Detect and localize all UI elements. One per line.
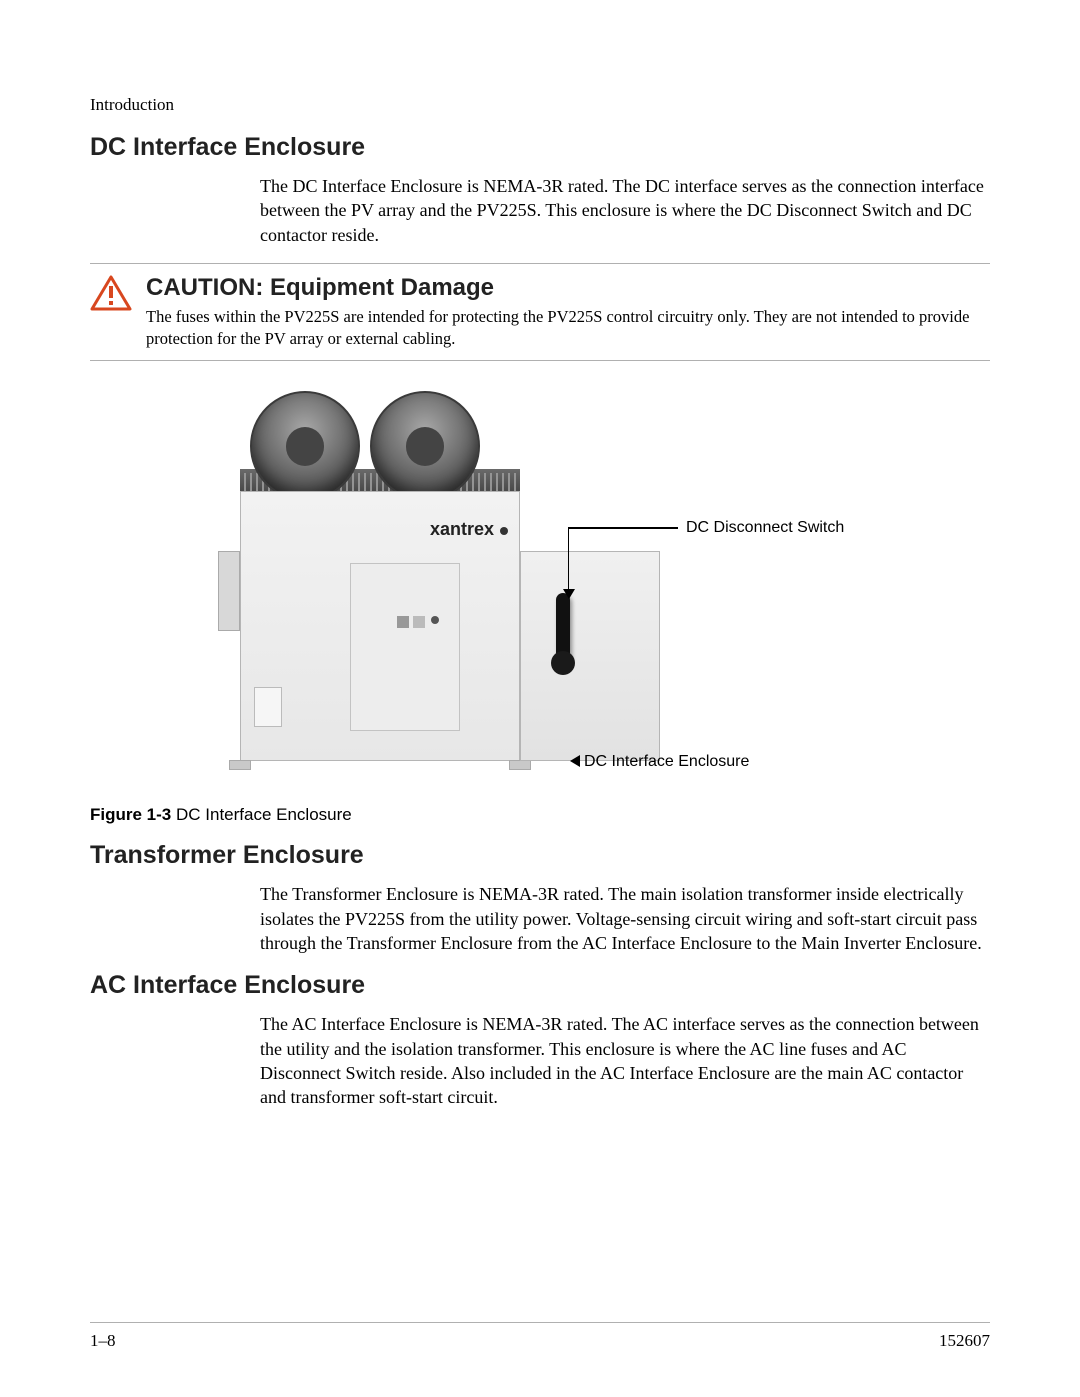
- page-footer: 1–8 152607: [90, 1331, 990, 1351]
- callout-dc-enclosure: DC Interface Enclosure: [584, 753, 749, 771]
- doc-number: 152607: [939, 1331, 990, 1351]
- mount-bracket: [218, 551, 240, 631]
- caution-rule-top: [90, 263, 990, 264]
- brand-dot-icon: [500, 527, 508, 535]
- panel-control-3: [431, 616, 439, 624]
- brand-text: xantrex: [430, 519, 494, 539]
- foot-left: [229, 760, 251, 770]
- fan-right-icon: [370, 391, 480, 501]
- disconnect-handle-icon: [556, 593, 570, 663]
- para-ac-interface: The AC Interface Enclosure is NEMA-3R ra…: [260, 1012, 990, 1109]
- figure-caption: Figure 1-3 DC Interface Enclosure: [90, 805, 990, 825]
- panel-control-2: [413, 616, 425, 628]
- caution-icon: [90, 274, 132, 351]
- figure-caption-text: DC Interface Enclosure: [176, 805, 352, 824]
- brand-label: xantrex: [430, 519, 508, 540]
- running-header: Introduction: [90, 95, 990, 115]
- control-panel: [350, 563, 460, 731]
- caution-title: CAUTION: Equipment Damage: [146, 274, 990, 302]
- figure-caption-number: Figure 1-3: [90, 805, 171, 824]
- callout-line: [568, 527, 569, 593]
- callout-disconnect-switch: DC Disconnect Switch: [686, 519, 844, 537]
- page-number: 1–8: [90, 1331, 116, 1351]
- caution-text: The fuses within the PV225S are intended…: [146, 306, 990, 351]
- panel-control-1: [397, 616, 409, 628]
- callout-arrow-icon: [570, 755, 580, 767]
- callout-arrow-icon: [563, 589, 575, 599]
- side-enclosure: [520, 551, 660, 761]
- foot-right: [509, 760, 531, 770]
- figure-dc-enclosure: xantrex DC Disconnect Switch DC Interfac…: [150, 391, 990, 791]
- fan-left-icon: [250, 391, 360, 501]
- heading-ac-interface: AC Interface Enclosure: [90, 971, 990, 1000]
- heading-transformer: Transformer Enclosure: [90, 841, 990, 870]
- label-plate: [254, 687, 282, 727]
- heading-dc-interface: DC Interface Enclosure: [90, 133, 990, 162]
- callout-line: [568, 527, 678, 528]
- caution-block: CAUTION: Equipment Damage The fuses with…: [90, 274, 990, 351]
- para-dc-interface: The DC Interface Enclosure is NEMA-3R ra…: [260, 174, 990, 247]
- footer-rule: [90, 1322, 990, 1323]
- caution-rule-bottom: [90, 360, 990, 361]
- para-transformer: The Transformer Enclosure is NEMA-3R rat…: [260, 882, 990, 955]
